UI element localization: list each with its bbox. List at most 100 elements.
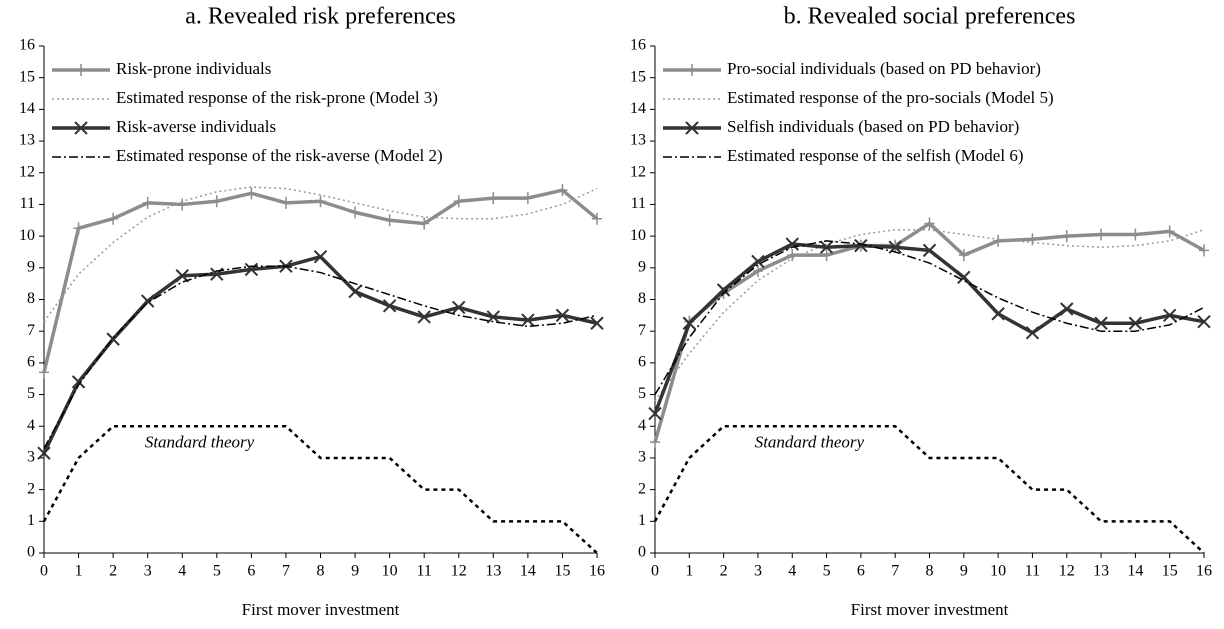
data-point (650, 436, 660, 449)
x-tick-label: 2 (109, 563, 117, 580)
legend-label: Pro-social individuals (based on PD beha… (727, 59, 1041, 78)
data-point (957, 270, 971, 285)
data-point (1197, 314, 1211, 329)
chart-title: b. Revealed social preferences (784, 4, 1076, 30)
data-point (1128, 316, 1143, 330)
x-tick-label: 5 (213, 563, 221, 580)
data-point (716, 283, 731, 297)
data-point (419, 217, 430, 230)
y-tick-label: 15 (19, 68, 35, 85)
y-tick-label: 12 (630, 163, 646, 180)
data-point (348, 284, 362, 299)
y-tick-label: 10 (630, 227, 646, 244)
x-tick-label: 15 (1162, 563, 1178, 580)
annotation: Standard theory (755, 433, 865, 452)
data-point (1164, 225, 1175, 238)
series-line (42, 188, 599, 373)
y-tick-label: 11 (20, 195, 35, 212)
data-point (244, 262, 259, 277)
y-tick-label: 8 (27, 290, 35, 307)
legend-label: Estimated response of the pro-socials (M… (727, 88, 1054, 107)
y-tick-label: 11 (631, 195, 646, 212)
y-tick-label: 14 (630, 100, 646, 117)
x-tick-label: 12 (451, 563, 467, 580)
data-point (521, 313, 535, 327)
x-tick-label: 1 (75, 563, 83, 580)
data-point (73, 222, 84, 235)
y-tick-label: 5 (638, 385, 646, 402)
y-tick-label: 4 (638, 417, 646, 434)
data-point (557, 184, 568, 197)
x-tick-label: 5 (823, 563, 831, 580)
x-tick-label: 16 (1196, 563, 1212, 580)
data-point (453, 195, 464, 208)
data-point (315, 195, 326, 208)
x-tick-label: 15 (554, 563, 570, 580)
data-point (1094, 316, 1108, 330)
data-point (1027, 233, 1038, 246)
y-tick-label: 8 (638, 290, 646, 307)
data-point (991, 307, 1005, 321)
x-tick-label: 3 (144, 563, 152, 580)
x-tick-label: 3 (754, 563, 762, 580)
x-tick-label: 4 (178, 563, 186, 580)
data-point (555, 308, 570, 323)
legend-marker (74, 121, 88, 135)
data-point (39, 366, 49, 379)
y-tick-label: 7 (27, 322, 35, 339)
x-tick-label: 13 (485, 563, 501, 580)
y-tick-label: 10 (19, 227, 35, 244)
data-point (922, 243, 937, 258)
data-point (590, 316, 604, 330)
x-tick-label: 8 (317, 563, 325, 580)
data-point (1025, 326, 1040, 340)
y-tick-label: 7 (638, 322, 646, 339)
data-point (924, 217, 935, 230)
series-line (654, 229, 1205, 402)
x-tick-label: 7 (891, 563, 899, 580)
data-point (819, 240, 834, 254)
data-point (1096, 228, 1107, 241)
data-point (752, 264, 763, 277)
y-tick-label: 0 (638, 544, 646, 561)
x-tick-label: 11 (416, 563, 431, 580)
y-tick-label: 15 (630, 68, 646, 85)
series-line (654, 240, 1205, 395)
legend-label: Estimated response of the risk-prone (Mo… (116, 88, 438, 107)
x-tick-label: 9 (351, 563, 359, 580)
x-tick-label: 6 (857, 563, 865, 580)
y-tick-label: 12 (19, 163, 35, 180)
x-tick-label: 4 (788, 563, 796, 580)
y-tick-label: 2 (638, 480, 646, 497)
data-point (211, 195, 222, 208)
x-tick-label: 7 (282, 563, 290, 580)
data-point (682, 316, 697, 330)
data-point (787, 249, 798, 262)
series-line (42, 425, 598, 554)
data-point (350, 206, 361, 219)
y-tick-label: 0 (27, 544, 35, 561)
x-tick-label: 9 (960, 563, 968, 580)
x-tick-label: 13 (1093, 563, 1109, 580)
y-tick-label: 5 (27, 385, 35, 402)
data-point (486, 310, 501, 324)
x-tick-label: 12 (1059, 563, 1075, 580)
annotation: Standard theory (145, 433, 255, 452)
data-point (382, 299, 397, 313)
x-tick-label: 0 (651, 563, 659, 580)
legend-label: Selfish individuals (based on PD behavio… (727, 117, 1019, 136)
x-axis-label: First mover investment (242, 600, 400, 619)
data-point (785, 237, 799, 251)
data-point (177, 198, 188, 211)
data-point (71, 375, 86, 389)
y-tick-label: 6 (27, 354, 35, 371)
x-axis-label: First mover investment (851, 600, 1009, 619)
data-point (175, 269, 189, 283)
y-tick-label: 6 (638, 354, 646, 371)
data-point (1162, 308, 1177, 323)
legend-label: Risk-prone individuals (116, 59, 271, 78)
series-line (653, 242, 1205, 415)
y-tick-label: 4 (27, 417, 35, 434)
legend-marker (685, 121, 699, 135)
data-point (280, 196, 291, 209)
